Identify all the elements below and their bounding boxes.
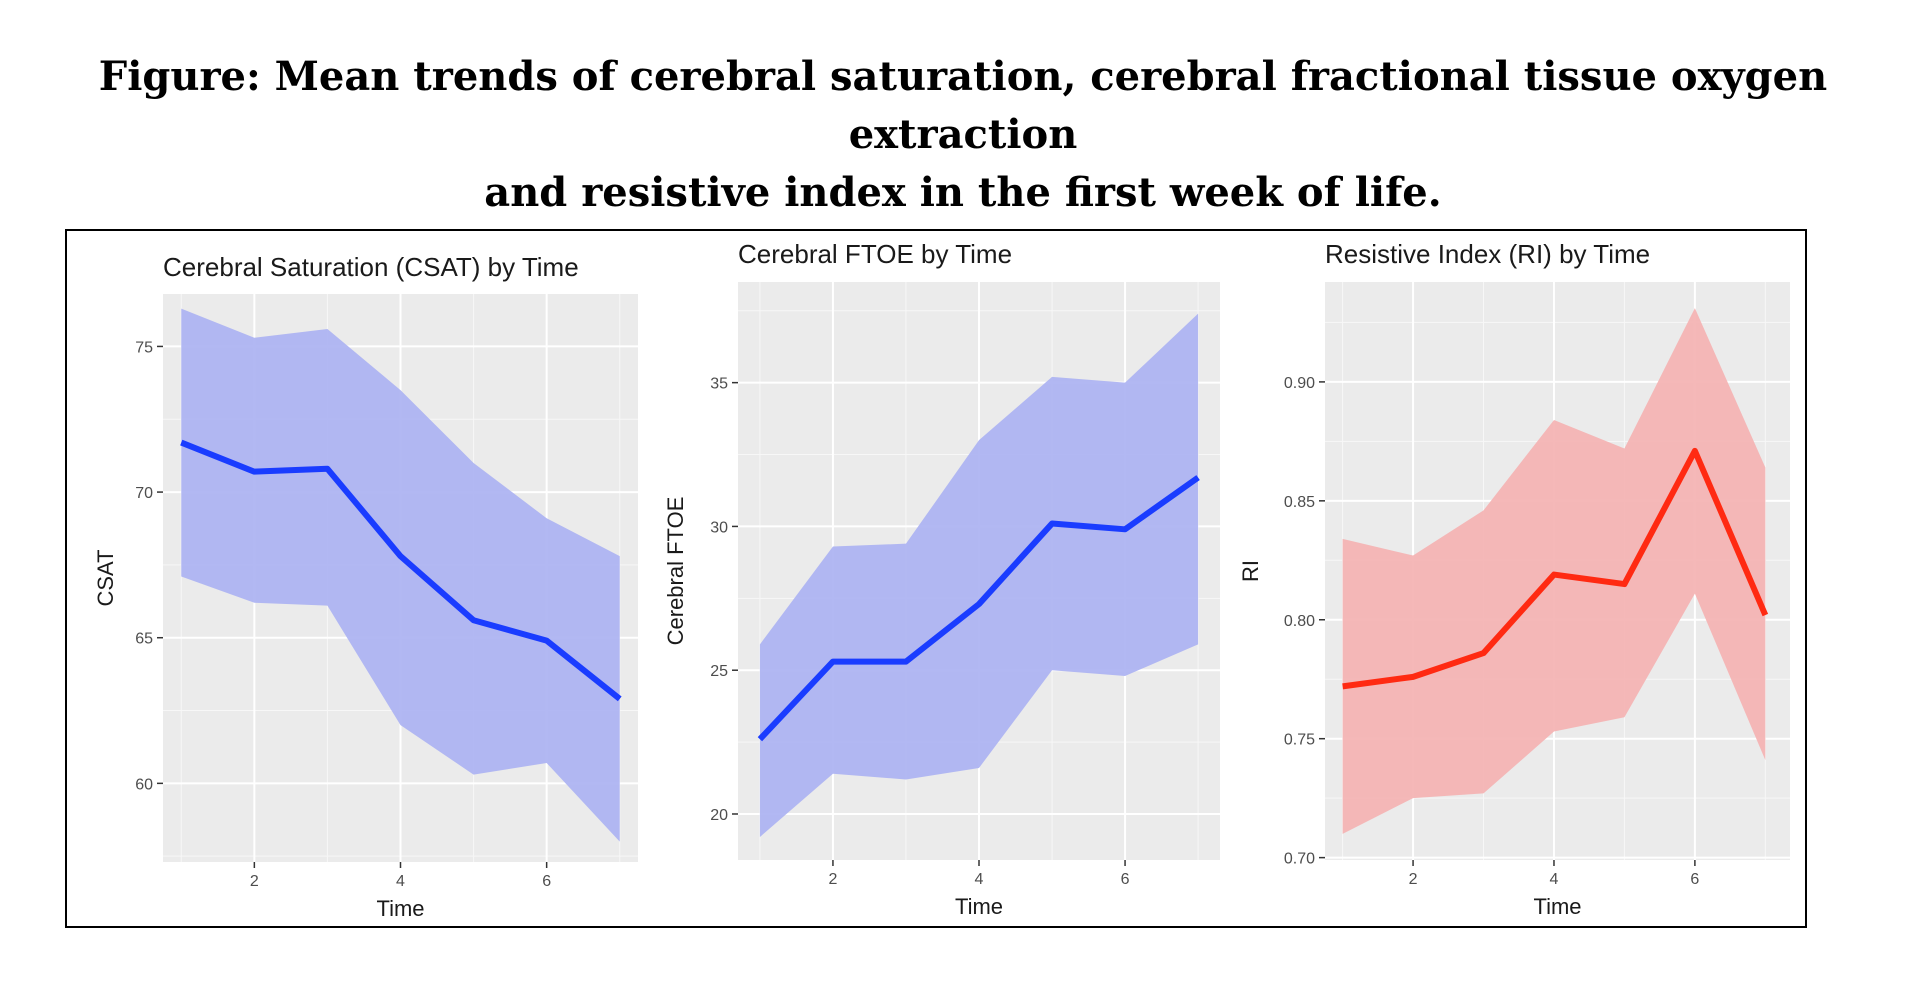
x-tick-label: 4 [396, 873, 405, 890]
y-tick-label: 0.90 [1284, 375, 1315, 392]
figure-title: Figure: Mean trends of cerebral saturati… [60, 48, 1866, 222]
chart-title: Resistive Index (RI) by Time [1325, 239, 1650, 269]
y-tick-label: 25 [710, 663, 728, 680]
y-axis-title: Cerebral FTOE [663, 497, 688, 646]
x-tick-label: 4 [975, 871, 984, 888]
x-tick-label: 2 [250, 873, 259, 890]
chart-title: Cerebral FTOE by Time [738, 239, 1012, 269]
x-axis-title: Time [955, 894, 1003, 919]
chart-title: Cerebral Saturation (CSAT) by Time [163, 252, 579, 282]
x-axis-title: Time [1533, 894, 1581, 919]
x-tick-label: 2 [1409, 871, 1418, 888]
confidence-band [181, 308, 620, 842]
y-axis-title: RI [1238, 560, 1263, 582]
chart-panel-1: 60 65 70 75 2 4 6 Cerebral Saturation (CSAT) by… [93, 252, 638, 921]
y-tick-label: 65 [135, 631, 153, 648]
x-tick-label: 6 [1690, 871, 1699, 888]
x-tick-label: 6 [542, 873, 551, 890]
y-tick-label: 30 [710, 519, 728, 536]
figure-title-line-2: and resistive index in the first week of… [484, 169, 1442, 216]
chart-panel-2: 20 25 30 35 2 4 6 Cerebral FTOE by Time Time Cere… [663, 239, 1220, 919]
y-tick-label: 0.80 [1284, 613, 1315, 630]
y-tick-label: 0.70 [1284, 851, 1315, 868]
y-tick-label: 0.75 [1284, 732, 1315, 749]
x-axis-title: Time [376, 896, 424, 921]
x-tick-label: 4 [1550, 871, 1559, 888]
x-tick-label: 2 [828, 871, 837, 888]
y-tick-label: 20 [710, 807, 728, 824]
y-tick-label: 75 [135, 339, 153, 356]
figure-title-line-1: Figure: Mean trends of cerebral saturati… [98, 53, 1828, 158]
x-tick-label: 6 [1121, 871, 1130, 888]
y-tick-label: 70 [135, 485, 153, 502]
y-tick-label: 35 [710, 376, 728, 393]
y-axis-title: CSAT [93, 549, 118, 606]
y-tick-label: 60 [135, 776, 153, 793]
confidence-band [759, 313, 1199, 837]
y-tick-label: 0.85 [1284, 494, 1315, 511]
confidence-band [1342, 308, 1766, 834]
chart-panel-3: 0.70 0.75 0.80 0.85 0.90 2 4 6 Resistive Index (… [1238, 239, 1790, 919]
